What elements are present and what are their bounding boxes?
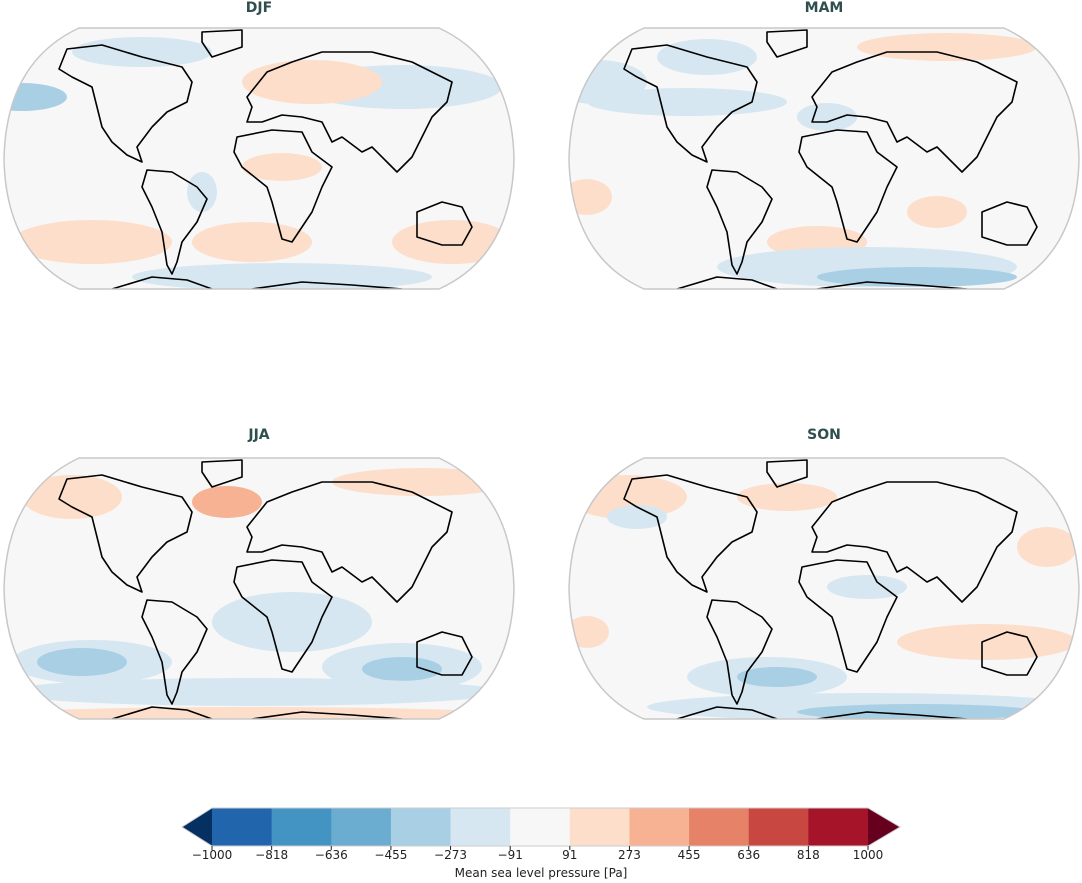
- pressure-anomaly-region: [212, 592, 372, 652]
- pressure-anomaly-region: [907, 196, 967, 228]
- colorbar-segment: [331, 808, 392, 846]
- coastline: [623, 44, 758, 163]
- coastline: [676, 706, 968, 719]
- coastline: [201, 29, 243, 58]
- map-jja: [3, 457, 515, 720]
- panel-title-jja: JJA: [248, 427, 270, 443]
- coastline: [416, 631, 473, 676]
- coastline: [141, 599, 208, 705]
- coastline: [676, 276, 968, 289]
- colorbar-segment: [510, 808, 571, 846]
- coastline: [981, 201, 1038, 246]
- coastline: [981, 631, 1038, 676]
- coastline: [811, 51, 1018, 173]
- pressure-anomaly-region: [857, 33, 1037, 61]
- coastline: [233, 129, 333, 243]
- pressure-anomaly-region: [607, 505, 667, 529]
- colorbar-segment: [212, 808, 273, 846]
- pressure-anomaly-region: [827, 575, 907, 599]
- map-outline: [568, 27, 1080, 290]
- colorbar: [181, 807, 901, 850]
- colorbar-tick-label: −818: [255, 848, 289, 862]
- pressure-anomaly-region: [737, 483, 837, 511]
- coastline: [766, 459, 808, 488]
- coastline: [766, 29, 808, 58]
- coastline: [141, 169, 208, 275]
- coastline: [623, 474, 758, 593]
- panel-title-djf: DJF: [245, 0, 273, 16]
- colorbar-tick-label: −273: [434, 848, 468, 862]
- map-outline: [568, 457, 1080, 720]
- colorbar-segment: [271, 808, 332, 846]
- coastline: [811, 481, 1018, 603]
- map-djf: [3, 27, 515, 290]
- map-son: [568, 457, 1080, 720]
- pressure-anomaly-region: [4, 678, 502, 706]
- pressure-anomaly-region: [737, 667, 817, 687]
- map-mam: [568, 27, 1080, 290]
- pressure-anomaly-region: [242, 60, 382, 104]
- coastline: [706, 169, 773, 275]
- coastline: [111, 706, 403, 719]
- pressure-anomaly-region: [132, 263, 432, 289]
- pressure-anomaly-region: [392, 220, 512, 264]
- pressure-anomaly-region: [362, 657, 442, 681]
- colorbar-segment: [569, 808, 630, 846]
- pressure-anomaly-region: [797, 103, 857, 131]
- colorbar-tick-label: −1000: [191, 848, 233, 862]
- pressure-anomaly-region: [587, 88, 787, 116]
- colorbar-segment: [808, 808, 869, 846]
- panel-title-son: SON: [807, 427, 841, 443]
- pressure-anomaly-region: [242, 153, 322, 181]
- coastline: [201, 459, 243, 488]
- coastline: [246, 481, 453, 603]
- map-outline: [3, 457, 515, 720]
- colorbar-tick-label: −455: [374, 848, 408, 862]
- pressure-anomaly-region: [797, 704, 1037, 719]
- coastline: [706, 599, 773, 705]
- coastline: [111, 276, 403, 289]
- coastline: [58, 474, 193, 593]
- pressure-anomaly-region: [569, 616, 609, 648]
- pressure-anomaly-region: [192, 486, 262, 518]
- colorbar-extend-low: [182, 808, 212, 846]
- colorbar-tick-label: 455: [677, 848, 701, 862]
- colorbar-extend-high: [868, 808, 900, 846]
- pressure-anomaly-region: [4, 83, 67, 111]
- colorbar-tick-label: −91: [497, 848, 523, 862]
- pressure-anomaly-region: [1017, 527, 1077, 567]
- panel-title-mam: MAM: [804, 0, 844, 16]
- colorbar-tick-label: 91: [562, 848, 578, 862]
- coastline: [798, 559, 898, 673]
- map-outline: [3, 27, 515, 290]
- colorbar-segment: [689, 808, 750, 846]
- colorbar-tick-label: 273: [618, 848, 641, 862]
- colorbar-segment: [748, 808, 809, 846]
- coastline: [233, 559, 333, 673]
- coastline: [798, 129, 898, 243]
- colorbar-tick-label: 1000: [852, 848, 884, 862]
- pressure-anomaly-region: [897, 624, 1077, 660]
- coastline: [246, 51, 453, 173]
- colorbar-tick-label: 636: [737, 848, 761, 862]
- colorbar-label: Mean sea level pressure [Pa]: [454, 866, 628, 880]
- pressure-anomaly-region: [192, 222, 312, 262]
- colorbar-segment: [450, 808, 511, 846]
- colorbar-tick-label: 818: [796, 848, 820, 862]
- colorbar-segment: [629, 808, 690, 846]
- pressure-anomaly-region: [4, 707, 512, 719]
- pressure-anomaly-region: [22, 475, 122, 519]
- pressure-anomaly-region: [12, 220, 172, 264]
- coastline: [416, 201, 473, 246]
- coastline: [58, 44, 193, 163]
- pressure-anomaly-region: [37, 648, 127, 676]
- colorbar-tick-label: −636: [314, 848, 348, 862]
- pressure-anomaly-region: [72, 37, 212, 67]
- colorbar-segment: [390, 808, 452, 846]
